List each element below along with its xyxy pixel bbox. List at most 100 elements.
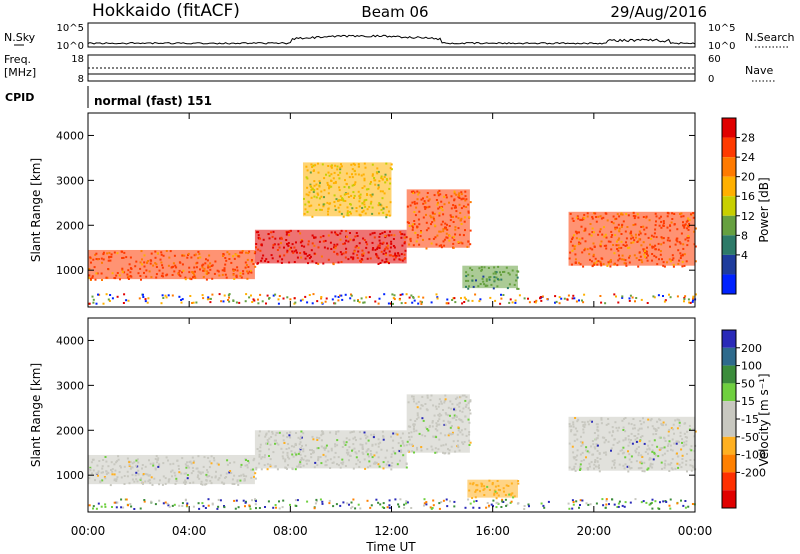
range-gate-cell xyxy=(622,429,625,431)
range-gate-cell xyxy=(607,422,610,425)
range-gate-cell xyxy=(330,449,333,452)
range-gate-cell xyxy=(315,500,318,503)
range-gate-cell xyxy=(344,179,346,182)
range-gate-cell xyxy=(168,505,171,508)
range-gate-cell xyxy=(604,439,607,442)
range-gate-cell xyxy=(502,501,505,503)
range-gate-cell xyxy=(334,302,337,305)
range-gate-cell xyxy=(599,245,602,248)
range-gate-cell xyxy=(372,462,375,465)
range-gate-cell xyxy=(228,253,231,256)
range-gate-cell xyxy=(240,276,243,279)
range-gate-cell xyxy=(232,255,234,258)
range-gate-cell xyxy=(155,266,158,268)
range-gate-cell xyxy=(101,279,103,281)
range-gate-cell xyxy=(359,507,362,510)
range-gate-cell xyxy=(279,237,282,240)
range-gate-cell xyxy=(649,462,652,465)
range-gate-cell xyxy=(478,267,481,270)
range-gate-cell xyxy=(447,414,450,417)
range-gate-cell xyxy=(572,423,575,426)
colorbar-segment xyxy=(722,118,736,138)
range-gate-cell xyxy=(207,498,210,501)
range-gate-cell xyxy=(324,455,327,458)
range-gate-cell xyxy=(425,247,428,250)
range-gate-cell xyxy=(602,504,605,507)
range-gate-cell xyxy=(355,245,358,248)
range-gate-cell xyxy=(445,196,448,199)
range-gate-cell xyxy=(574,261,577,264)
range-gate-cell xyxy=(315,498,318,501)
range-gate-cell xyxy=(410,294,413,297)
noise-tick-right-bottom: 10^0 xyxy=(708,41,735,52)
range-gate-cell xyxy=(414,231,417,234)
range-gate-cell xyxy=(182,269,185,272)
range-gate-cell xyxy=(459,431,462,434)
range-gate-cell xyxy=(573,234,575,237)
range-gate-cell xyxy=(181,298,184,301)
range-gate-cell xyxy=(101,467,104,470)
range-gate-cell xyxy=(655,256,658,259)
range-gate-cell xyxy=(167,504,170,507)
range-gate-cell xyxy=(461,410,464,413)
range-gate-cell xyxy=(682,504,685,507)
range-gate-cell xyxy=(366,449,369,452)
range-gate-cell xyxy=(373,231,376,234)
range-gate-cell xyxy=(360,174,363,177)
range-gate-cell xyxy=(194,276,197,279)
range-gate-cell xyxy=(96,272,99,275)
range-gate-cell xyxy=(468,439,471,442)
range-gate-cell xyxy=(379,503,382,506)
x-tick-label: 08:00 xyxy=(273,524,308,538)
range-gate-cell xyxy=(628,441,631,444)
range-gate-cell xyxy=(577,217,580,220)
range-gate-cell xyxy=(143,254,146,257)
range-gate-cell xyxy=(598,230,601,233)
range-gate-cell xyxy=(336,463,338,466)
range-gate-cell xyxy=(389,254,392,257)
range-gate-cell xyxy=(173,471,176,474)
range-gate-cell xyxy=(240,463,243,466)
range-gate-cell xyxy=(434,447,437,450)
range-gate-cell xyxy=(574,427,577,430)
range-gate-cell xyxy=(664,299,667,302)
range-gate-cell xyxy=(435,243,438,246)
range-gate-cell xyxy=(276,468,279,471)
range-gate-cell xyxy=(438,507,441,510)
range-gate-cell xyxy=(592,231,595,234)
range-gate-cell xyxy=(658,217,661,220)
range-gate-cell xyxy=(577,243,580,246)
range-gate-cell xyxy=(443,203,446,206)
range-gate-cell xyxy=(319,498,322,501)
range-gate-cell xyxy=(654,248,657,251)
range-gate-cell xyxy=(377,263,380,265)
range-gate-cell xyxy=(211,277,214,280)
range-gate-cell xyxy=(340,163,342,166)
range-gate-cell xyxy=(500,278,503,281)
range-gate-cell xyxy=(293,261,296,263)
range-gate-cell xyxy=(382,467,385,470)
range-gate-cell xyxy=(584,423,587,426)
range-gate-cell xyxy=(224,263,227,266)
range-gate-cell xyxy=(445,443,447,446)
range-gate-cell xyxy=(634,449,637,452)
range-gate-cell xyxy=(668,258,671,261)
range-gate-cell xyxy=(272,230,275,233)
range-gate-cell xyxy=(245,251,247,254)
range-gate-cell xyxy=(437,192,440,195)
range-gate-cell xyxy=(440,400,443,403)
range-gate-cell xyxy=(437,207,440,210)
range-gate-cell xyxy=(162,502,165,505)
range-gate-cell xyxy=(639,255,642,258)
range-gate-cell xyxy=(624,259,627,262)
range-gate-cell xyxy=(499,489,501,492)
range-gate-cell xyxy=(621,213,624,216)
range-gate-cell xyxy=(692,297,694,300)
range-gate-cell xyxy=(413,299,416,302)
range-gate-cell xyxy=(353,299,356,302)
range-gate-cell xyxy=(413,220,416,222)
range-gate-cell xyxy=(197,502,200,505)
range-gate-cell xyxy=(196,261,199,264)
range-gate-cell xyxy=(218,477,221,480)
range-gate-cell xyxy=(337,261,340,264)
